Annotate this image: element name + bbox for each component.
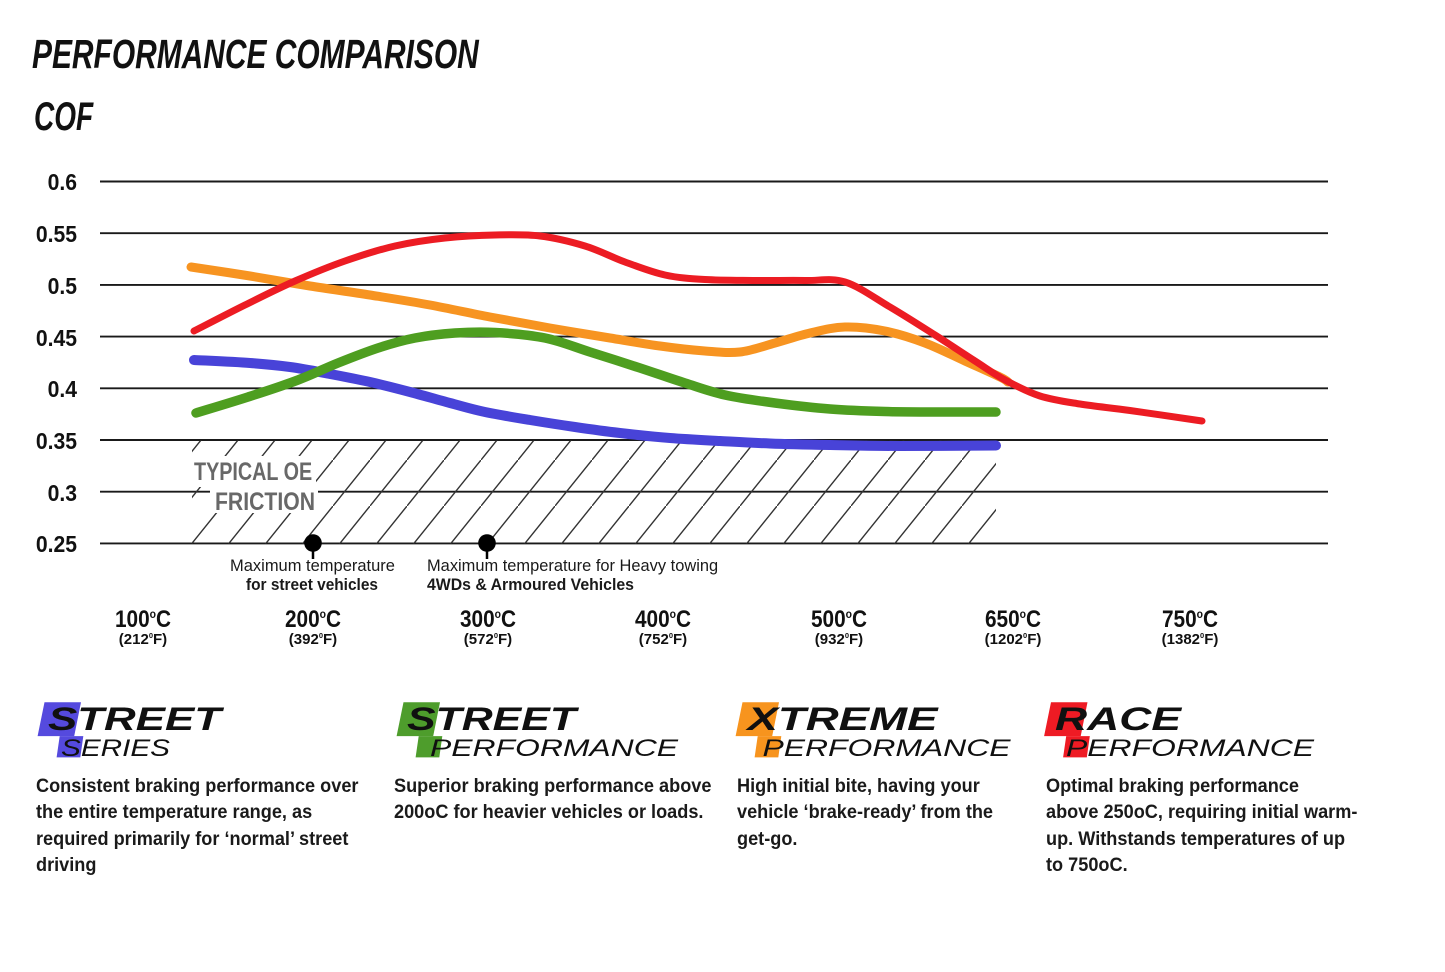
svg-text:PERFORMANCE: PERFORMANCE [430,735,679,762]
svg-text:STREET: STREET [407,701,580,737]
svg-text:STREET: STREET [48,701,225,737]
svg-text:PERFORMANCE: PERFORMANCE [763,735,1012,762]
svg-text:RACE: RACE [1055,701,1183,737]
svg-text:XTREME: XTREME [745,701,940,737]
svg-text:SERIES: SERIES [61,735,170,762]
svg-text:PERFORMANCE: PERFORMANCE [1066,735,1315,762]
